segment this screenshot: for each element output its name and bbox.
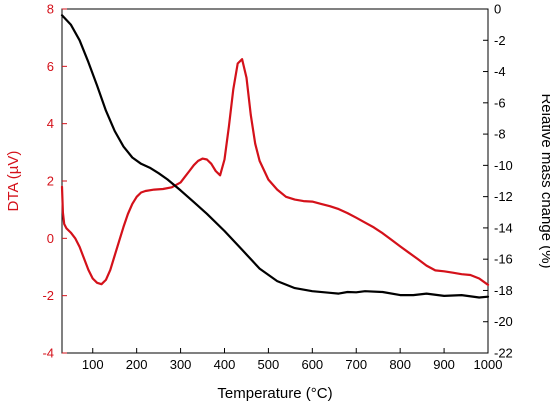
- x-axis-title: Temperature (°C): [217, 385, 332, 402]
- plot-area: [61, 8, 489, 354]
- right-y-tick-label: -14: [494, 220, 513, 235]
- series-group: [60, 14, 490, 299]
- left-y-tick-label: 2: [47, 174, 54, 189]
- left-y-tick-label: 6: [47, 59, 54, 74]
- left-y-axis: -4 -2 0 2 4 6 8: [42, 2, 67, 361]
- x-tick-label: 1000: [474, 357, 503, 372]
- plot-frame: [61, 8, 489, 354]
- x-axis: 100 200 300 400 500 600 700 800 900 1000: [82, 348, 503, 372]
- right-y-tick-label: -4: [494, 64, 506, 79]
- x-tick-label: 800: [389, 357, 411, 372]
- mass-change-series-line: [60, 14, 490, 299]
- left-y-tick-label: 0: [47, 231, 54, 246]
- x-tick-label: 200: [126, 357, 148, 372]
- right-y-tick-label: -6: [494, 95, 506, 110]
- right-y-tick-label: -2: [494, 33, 506, 48]
- left-y-tick-label: -2: [42, 288, 54, 303]
- right-y-axis: -22-20-18-16-14-12-10-8-6-4-20: [483, 2, 513, 361]
- left-y-tick-label: 8: [47, 2, 54, 17]
- right-y-tick-label: -12: [494, 189, 513, 204]
- right-y-tick-label: -10: [494, 158, 513, 173]
- x-tick-label: 700: [345, 357, 367, 372]
- x-tick-label: 100: [82, 357, 104, 372]
- right-y-tick-label: -8: [494, 127, 506, 142]
- right-y-tick-label: 0: [494, 2, 501, 17]
- right-y-axis-title: Relative mass change (%): [538, 93, 550, 268]
- x-tick-label: 300: [170, 357, 192, 372]
- x-tick-label: 600: [301, 357, 323, 372]
- dta-series-line: [60, 58, 490, 286]
- x-tick-label: 900: [433, 357, 455, 372]
- left-y-tick-label: -4: [42, 346, 54, 361]
- left-y-tick-label: 4: [47, 116, 54, 131]
- left-y-axis-title: DTA (µV): [5, 151, 22, 212]
- right-y-tick-label: -16: [494, 252, 513, 267]
- right-y-tick-label: -22: [494, 346, 513, 361]
- x-tick-label: 400: [214, 357, 236, 372]
- right-y-tick-label: -18: [494, 283, 513, 298]
- x-tick-label: 500: [258, 357, 280, 372]
- right-y-tick-label: -20: [494, 314, 513, 329]
